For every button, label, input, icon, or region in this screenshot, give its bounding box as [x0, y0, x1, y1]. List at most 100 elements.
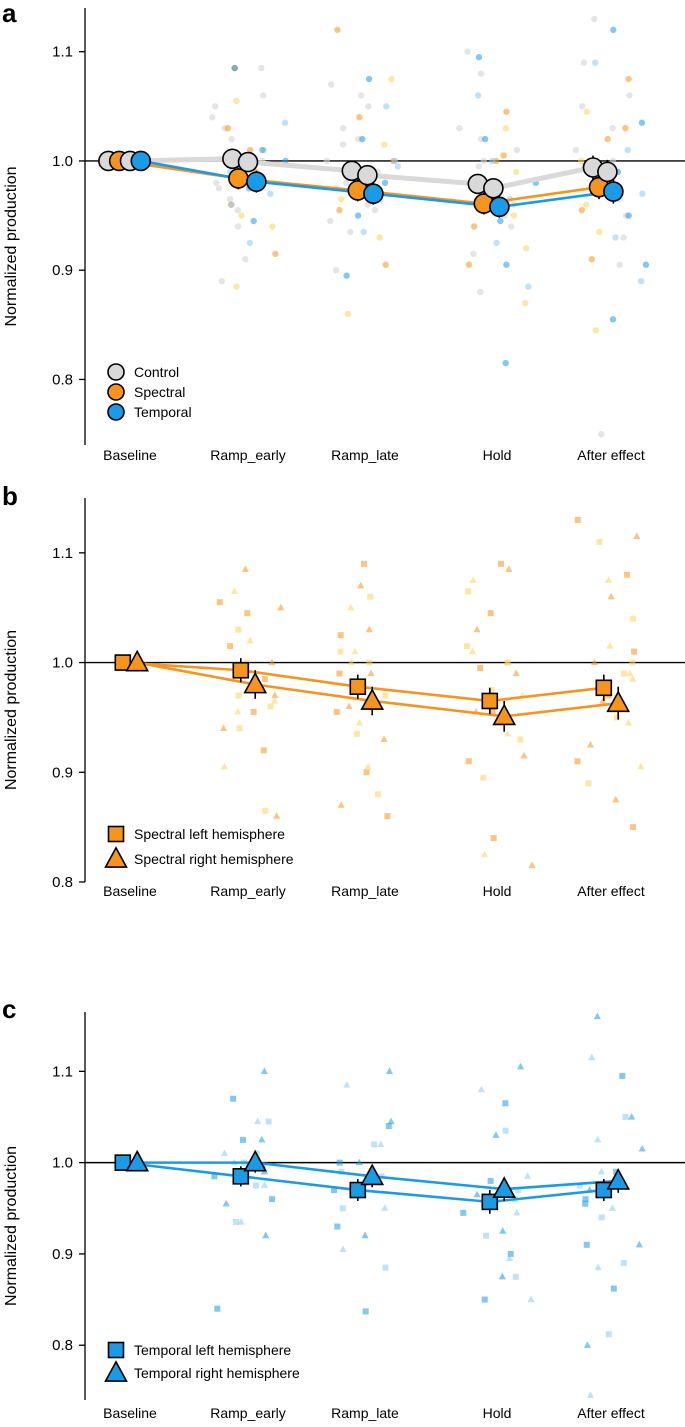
y-tick-label: 0.9 [52, 764, 73, 781]
subject-point [628, 675, 637, 682]
mean-marker-temporal-right-hemisphere [243, 1149, 268, 1172]
subject-point [510, 212, 518, 219]
subject-point [220, 762, 228, 770]
subject-point [512, 168, 520, 176]
subject-point [523, 245, 530, 252]
x-tick-label: Ramp_early [210, 883, 285, 899]
y-axis-label: Normalized production [3, 630, 20, 790]
subject-point [586, 740, 595, 748]
legend-label: Temporal right hemisphere [134, 1365, 300, 1381]
subject-point [488, 687, 495, 693]
mean-marker-spectral-left-hemisphere [595, 679, 613, 697]
subject-point [497, 560, 504, 567]
subject-point [477, 288, 484, 296]
y-axis-label: Normalized production [3, 166, 20, 326]
mean-marker-temporal-right-hemisphere [606, 1168, 631, 1190]
y-tick-label: 1.0 [52, 655, 73, 672]
subject-point [502, 359, 509, 367]
subject-point [474, 92, 482, 99]
subject-point [460, 1209, 467, 1216]
legend-marker [104, 846, 128, 868]
subject-point [475, 163, 482, 170]
mean-marker-control [357, 164, 378, 186]
subject-point [609, 124, 616, 132]
subject-point [635, 1240, 643, 1248]
subject-point [233, 283, 240, 290]
subject-point [394, 163, 402, 170]
subject-point [583, 108, 590, 115]
mean-marker-temporal-right-hemisphere [360, 1163, 385, 1186]
subject-point [272, 250, 279, 258]
subject-point [608, 1204, 616, 1211]
subject-point [387, 1117, 395, 1125]
subject-scatter [211, 1012, 646, 1399]
subject-point [246, 239, 254, 247]
subject-point [528, 861, 536, 869]
subject-point [237, 1217, 245, 1225]
subject-point [214, 1305, 221, 1312]
subject-point [465, 758, 472, 765]
legend-label: Spectral left hemisphere [134, 826, 285, 842]
subject-point [242, 256, 249, 263]
subject-point [507, 1250, 514, 1257]
subject-point [236, 725, 243, 732]
y-tick-label: 0.9 [52, 262, 73, 279]
subject-point [626, 92, 633, 99]
subject-point [218, 277, 226, 285]
subject-point [574, 758, 581, 765]
subject-point [253, 1182, 260, 1189]
subject-point [355, 1158, 363, 1166]
subject-point [360, 228, 367, 236]
subject-point [508, 223, 515, 230]
subject-point [382, 261, 389, 268]
x-tick-label: Ramp_late [331, 883, 399, 899]
subject-point [481, 135, 489, 143]
subject-point [267, 190, 274, 197]
subject-point [500, 152, 507, 159]
subject-point [250, 708, 257, 715]
subject-point [631, 648, 638, 655]
subject-point [271, 691, 279, 699]
y-tick-label: 1.1 [52, 1063, 73, 1080]
subject-point [254, 1117, 262, 1125]
subject-point [380, 735, 388, 742]
subject-point [336, 1159, 343, 1166]
panel-c: c 0.8 0.9 1.0 1.1 Normalized production Baseli… [2, 994, 685, 1421]
subject-point [490, 835, 497, 842]
subject-point [343, 1081, 351, 1088]
subject-point [630, 824, 637, 831]
subject-point [333, 708, 340, 715]
subject-point [364, 762, 372, 770]
subject-point [344, 310, 352, 318]
panel-letter: a [2, 0, 17, 28]
y-tick-label: 0.8 [52, 1337, 73, 1354]
subject-point [235, 626, 242, 633]
subject-point [598, 430, 605, 438]
subject-point [339, 1245, 347, 1252]
subject-point [619, 1072, 626, 1079]
subject-point [620, 1260, 627, 1267]
subject-point [572, 146, 580, 154]
subject-point [357, 581, 365, 589]
subject-point [470, 250, 477, 258]
subject-point [593, 1012, 601, 1020]
subject-point [625, 75, 632, 83]
subject-point [382, 1264, 389, 1271]
subject-point [591, 15, 598, 23]
subject-point [582, 1196, 589, 1203]
subject-point [216, 599, 223, 606]
subject-point [512, 1273, 519, 1280]
subject-point [463, 643, 470, 650]
mean-marker-control [483, 177, 504, 199]
subject-point [578, 206, 586, 214]
mean-marker-temporal-left-hemisphere [481, 1193, 499, 1211]
subject-point [605, 1331, 612, 1338]
subject-point [391, 157, 399, 165]
subject-point [620, 234, 627, 241]
subject-point [354, 212, 362, 219]
subject-point [609, 316, 617, 323]
subject-point [513, 1208, 521, 1216]
subject-scatter [216, 516, 645, 869]
subject-point [583, 1241, 590, 1248]
subject-point [520, 751, 528, 759]
